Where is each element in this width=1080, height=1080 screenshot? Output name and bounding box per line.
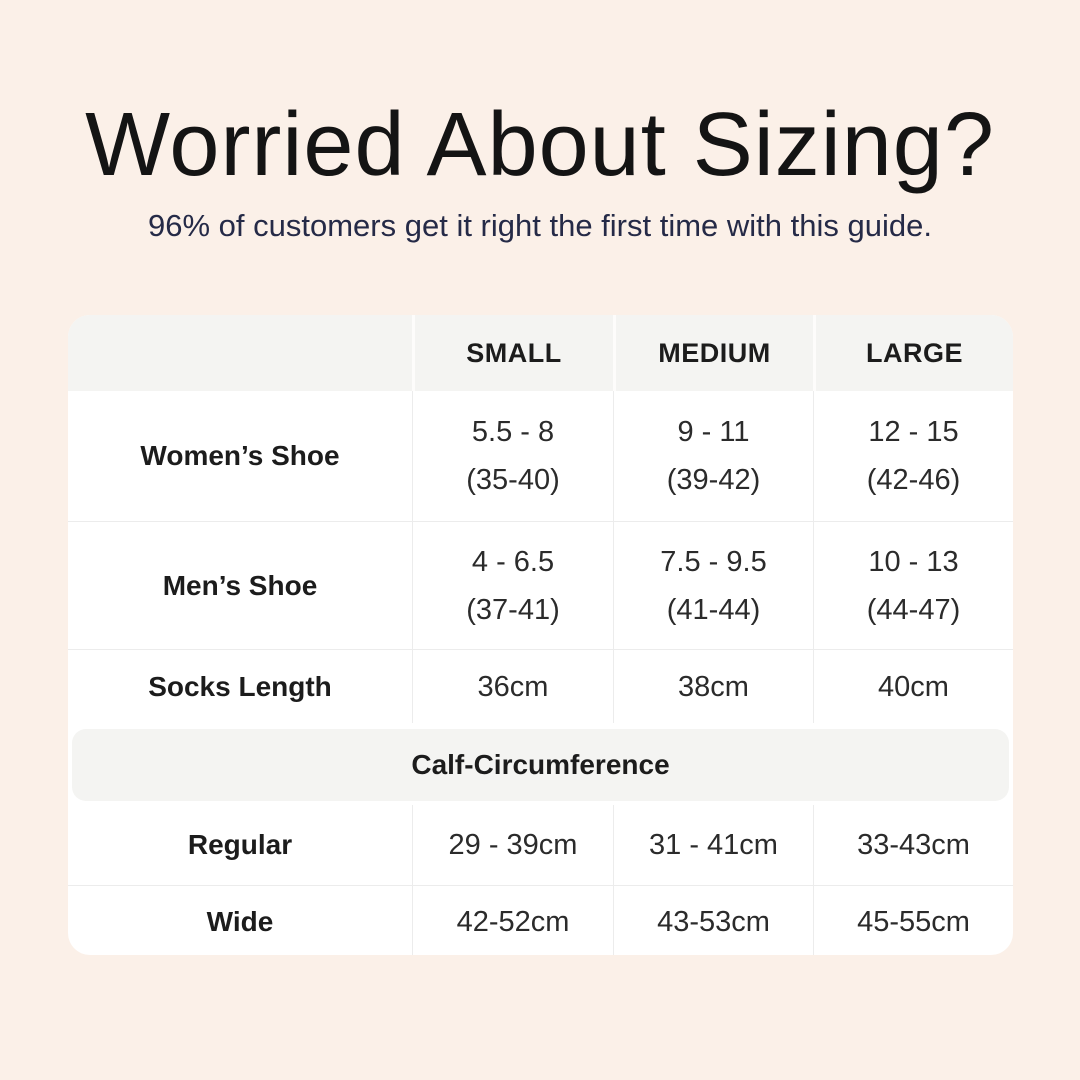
cell-value-line: 9 - 11	[677, 416, 750, 448]
cell-womens-medium: 9 - 11 (39-42)	[613, 391, 813, 521]
section-header-calf-circumference: Calf-Circumference	[72, 729, 1009, 801]
cell-value-line: 31 - 41cm	[649, 829, 778, 861]
header-cell-empty	[68, 315, 412, 391]
row-label: Men’s Shoe	[162, 569, 318, 601]
row-label-cell: Socks Length	[68, 650, 412, 723]
cell-womens-large: 12 - 15 (42-46)	[813, 391, 1013, 521]
cell-value-line: 36cm	[477, 670, 549, 703]
table-row-regular: Regular 29 - 39cm 31 - 41cm 33-43cm	[68, 805, 1013, 885]
size-chart-header-row: SMALL MEDIUM LARGE	[68, 315, 1013, 391]
cell-wide-large: 45-55cm	[813, 886, 1013, 955]
table-row-mens-shoe: Men’s Shoe 4 - 6.5 (37-41) 7.5 - 9.5 (41…	[68, 521, 1013, 649]
cell-value-line: 4 - 6.5	[471, 545, 555, 578]
row-label: Socks Length	[148, 670, 332, 702]
header-cell-medium: MEDIUM	[613, 315, 813, 391]
cell-value-line: 7.5 - 9.5	[660, 545, 767, 578]
cell-regular-medium: 31 - 41cm	[613, 805, 813, 885]
header-cell-large: LARGE	[813, 315, 1013, 391]
cell-mens-large: 10 - 13 (44-47)	[813, 522, 1013, 649]
cell-value-line: 43-53cm	[657, 906, 770, 938]
cell-value-line: 10 - 13	[868, 545, 959, 578]
cell-value-line: 5.5 - 8	[471, 416, 555, 448]
cell-value-line: 33-43cm	[857, 829, 970, 861]
cell-value-line: 29 - 39cm	[448, 829, 578, 861]
cell-wide-small: 42-52cm	[412, 886, 613, 955]
table-row-womens-shoe: Women’s Shoe 5.5 - 8 (35-40) 9 - 11 (39-…	[68, 391, 1013, 521]
cell-socks-small: 36cm	[412, 650, 613, 723]
row-label-cell: Regular	[68, 805, 412, 885]
cell-socks-large: 40cm	[813, 650, 1013, 723]
cell-value-line: (35-40)	[466, 464, 560, 496]
row-label-cell: Women’s Shoe	[68, 391, 412, 521]
cell-value-line: (42-46)	[866, 464, 961, 496]
cell-value-line: 42-52cm	[456, 906, 570, 938]
cell-regular-large: 33-43cm	[813, 805, 1013, 885]
row-label-cell: Wide	[68, 886, 412, 955]
cell-wide-medium: 43-53cm	[613, 886, 813, 955]
table-row-wide: Wide 42-52cm 43-53cm 45-55cm	[68, 885, 1013, 955]
cell-value-line: (39-42)	[666, 464, 761, 496]
cell-value-line: 45-55cm	[857, 906, 970, 938]
row-label: Women’s Shoe	[140, 440, 340, 471]
row-label: Wide	[206, 906, 274, 937]
cell-value-line: 40cm	[878, 670, 949, 703]
cell-value-line: (37-41)	[466, 593, 560, 626]
cell-value-line: 38cm	[678, 670, 749, 703]
cell-mens-medium: 7.5 - 9.5 (41-44)	[613, 522, 813, 649]
page-subtitle: 96% of customers get it right the first …	[148, 208, 932, 243]
header-cell-small: SMALL	[412, 315, 613, 391]
cell-mens-small: 4 - 6.5 (37-41)	[412, 522, 613, 649]
size-chart-card: SMALL MEDIUM LARGE Women’s Shoe 5.5 - 8 …	[68, 315, 1013, 955]
cell-value-line: (44-47)	[866, 593, 961, 626]
cell-regular-small: 29 - 39cm	[412, 805, 613, 885]
cell-value-line: 12 - 15	[868, 416, 959, 448]
cell-womens-small: 5.5 - 8 (35-40)	[412, 391, 613, 521]
page-title: Worried About Sizing?	[85, 95, 995, 195]
cell-socks-medium: 38cm	[613, 650, 813, 723]
row-label-cell: Men’s Shoe	[68, 522, 412, 649]
cell-value-line: (41-44)	[666, 593, 761, 626]
row-label: Regular	[187, 829, 293, 860]
table-row-socks-length: Socks Length 36cm 38cm 40cm	[68, 649, 1013, 723]
